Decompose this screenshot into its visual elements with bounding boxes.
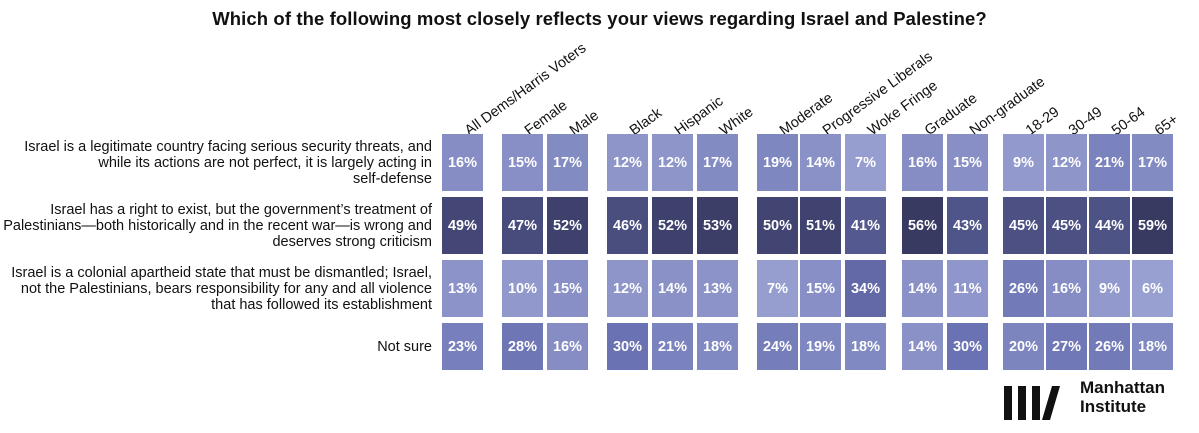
column-label: Hispanic <box>672 93 727 139</box>
heatmap-cell: 15% <box>947 134 988 191</box>
heatmap-cell: 9% <box>1003 134 1044 191</box>
heatmap-cell: 21% <box>1089 134 1130 191</box>
heatmap-cell: 13% <box>442 260 483 317</box>
heatmap-cell: 23% <box>442 323 483 370</box>
heatmap-cell: 12% <box>607 260 648 317</box>
heatmap-cell: 15% <box>800 260 841 317</box>
heatmap-cell: 16% <box>442 134 483 191</box>
heatmap-cell: 44% <box>1089 197 1130 254</box>
row-label-line: not the Palestinians, bears responsibili… <box>20 280 432 297</box>
heatmap-cell: 18% <box>1132 323 1173 370</box>
heatmap-cell: 15% <box>502 134 543 191</box>
heatmap-cell: 41% <box>845 197 886 254</box>
row-label-line: deserves strong criticism <box>272 233 432 250</box>
heatmap-cell: 34% <box>845 260 886 317</box>
heatmap-cell: 46% <box>607 197 648 254</box>
heatmap-cell: 19% <box>800 323 841 370</box>
heatmap-cell: 14% <box>902 260 943 317</box>
heatmap-cell: 15% <box>547 260 588 317</box>
row-label: Israel is a legitimate country facing se… <box>0 134 432 191</box>
heatmap-cell: 43% <box>947 197 988 254</box>
row-label-line: Palestinians—both historically and in th… <box>3 217 432 234</box>
heatmap-cell: 14% <box>902 323 943 370</box>
heatmap-cell: 26% <box>1089 323 1130 370</box>
heatmap-cell: 11% <box>947 260 988 317</box>
column-label: Female <box>522 97 571 139</box>
row-label-line: Not sure <box>377 338 432 355</box>
heatmap-cell: 24% <box>757 323 798 370</box>
row-label-line: Israel is a legitimate country facing se… <box>24 138 432 155</box>
logo-bars-icon <box>1004 386 1060 420</box>
heatmap-cell: 16% <box>902 134 943 191</box>
heatmap-cell: 52% <box>652 197 693 254</box>
heatmap-cell: 30% <box>947 323 988 370</box>
manhattan-institute-logo: Manhattan Institute <box>1002 378 1192 426</box>
heatmap-cell: 6% <box>1132 260 1173 317</box>
row-label-line: Israel has a right to exist, but the gov… <box>50 201 432 218</box>
heatmap-cell: 53% <box>697 197 738 254</box>
heatmap-cell: 12% <box>607 134 648 191</box>
heatmap-cell: 59% <box>1132 197 1173 254</box>
logo-line-2: Institute <box>1080 397 1147 416</box>
chart-title: Which of the following most closely refl… <box>212 8 987 29</box>
row-label-line: while its actions are not perfect, it is… <box>98 154 432 171</box>
heatmap-cell: 45% <box>1046 197 1087 254</box>
heatmap-cell: 52% <box>547 197 588 254</box>
heatmap-cell: 13% <box>697 260 738 317</box>
heatmap-cell: 12% <box>1046 134 1087 191</box>
heatmap-cell: 16% <box>547 323 588 370</box>
heatmap-cell: 45% <box>1003 197 1044 254</box>
row-label-line: self-defense <box>353 170 432 187</box>
heatmap-cell: 17% <box>1132 134 1173 191</box>
logo-line-1: Manhattan <box>1080 378 1165 397</box>
heatmap-cell: 14% <box>800 134 841 191</box>
heatmap-cell: 17% <box>547 134 588 191</box>
heatmap-cell: 18% <box>845 323 886 370</box>
row-label: Israel is a colonial apartheid state tha… <box>0 260 432 317</box>
heatmap-cell: 30% <box>607 323 648 370</box>
logo-text: Manhattan Institute <box>1080 378 1165 416</box>
heatmap-cell: 20% <box>1003 323 1044 370</box>
heatmap-cell: 51% <box>800 197 841 254</box>
heatmap-cell: 50% <box>757 197 798 254</box>
heatmap-cell: 17% <box>697 134 738 191</box>
heatmap-cell: 12% <box>652 134 693 191</box>
heatmap-cell: 16% <box>1046 260 1087 317</box>
heatmap-cell: 14% <box>652 260 693 317</box>
row-label: Israel has a right to exist, but the gov… <box>0 197 432 254</box>
heatmap-cell: 9% <box>1089 260 1130 317</box>
heatmap-cell: 7% <box>757 260 798 317</box>
heatmap-cell: 10% <box>502 260 543 317</box>
row-label: Not sure <box>0 323 432 370</box>
heatmap-cell: 47% <box>502 197 543 254</box>
heatmap-cell: 56% <box>902 197 943 254</box>
heatmap-cell: 19% <box>757 134 798 191</box>
heatmap-cell: 26% <box>1003 260 1044 317</box>
row-label-line: that has followed its establishment <box>211 296 432 313</box>
heatmap-cell: 28% <box>502 323 543 370</box>
row-label-line: Israel is a colonial apartheid state tha… <box>11 264 432 281</box>
heatmap-cell: 49% <box>442 197 483 254</box>
heatmap-cell: 21% <box>652 323 693 370</box>
heatmap-cell: 18% <box>697 323 738 370</box>
heatmap-cell: 27% <box>1046 323 1087 370</box>
heatmap-cell: 7% <box>845 134 886 191</box>
